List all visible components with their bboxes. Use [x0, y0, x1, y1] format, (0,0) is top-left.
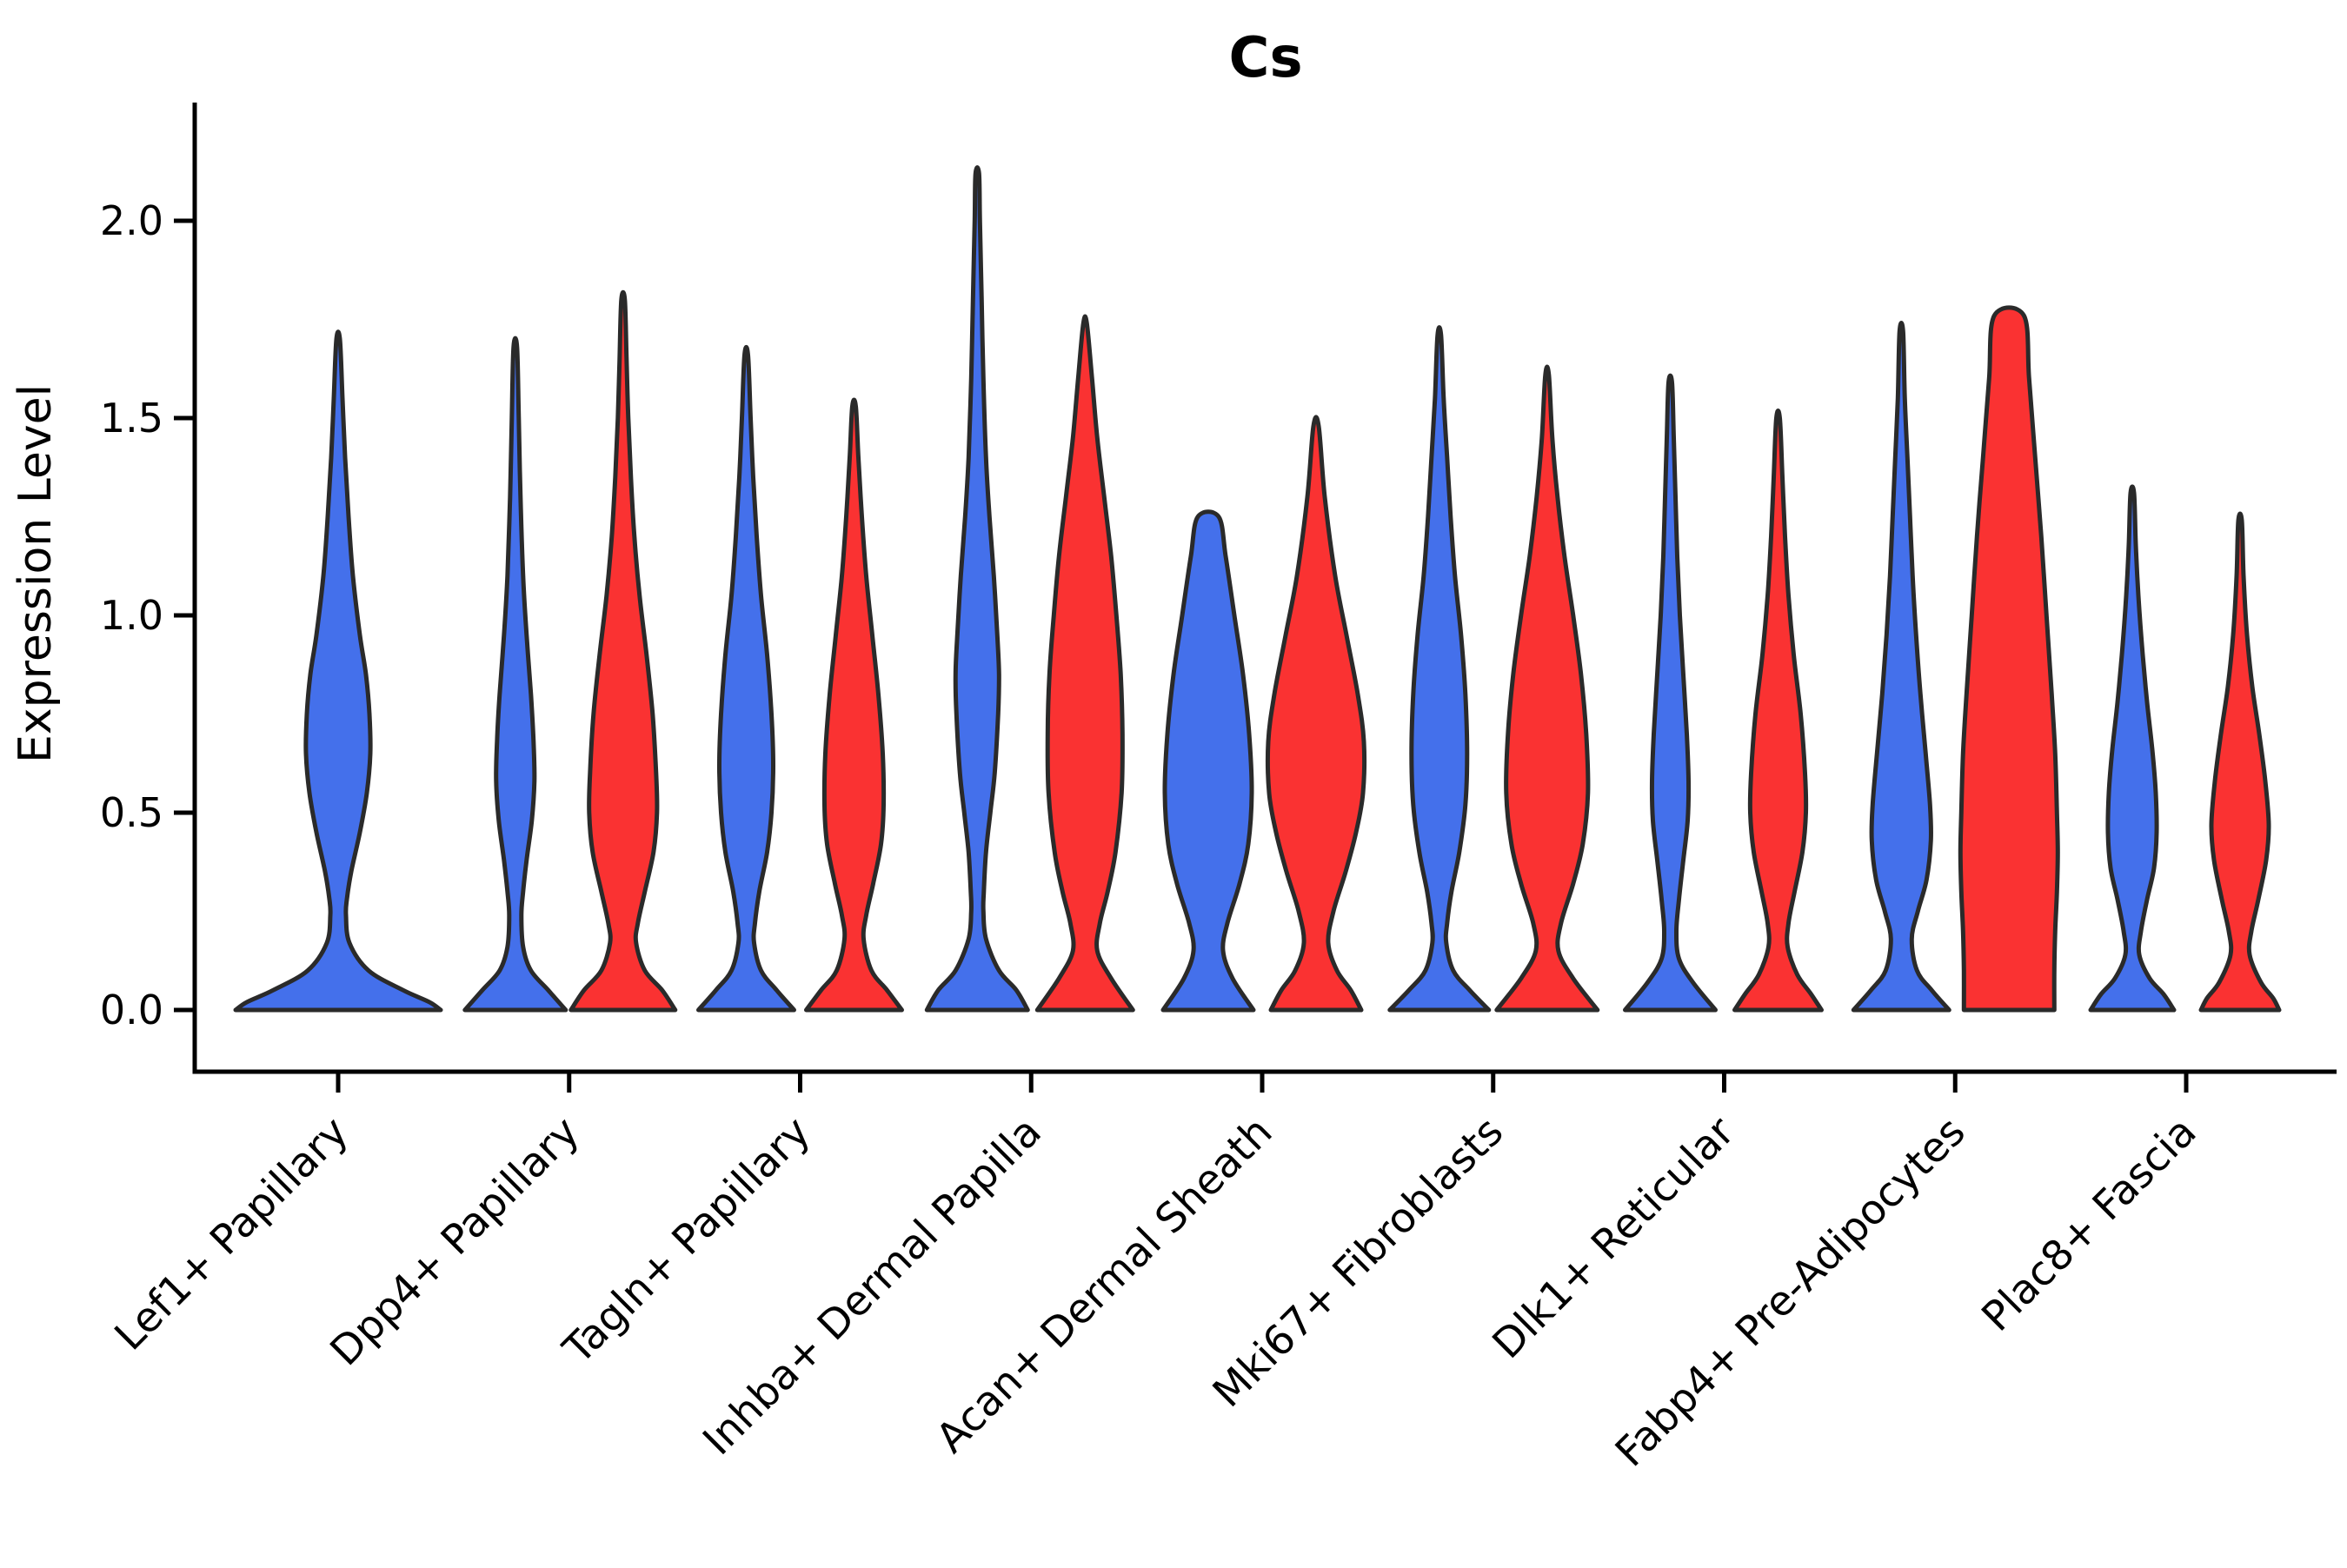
y-tick-label: 1.0	[100, 592, 163, 639]
violin-red-tagln-papillary	[804, 397, 904, 1013]
violin-red-inhba-dermal-papilla	[1034, 314, 1135, 1013]
violin-blue-dlk1-reticular	[1623, 373, 1718, 1013]
violin-red-dlk1-reticular	[1732, 409, 1824, 1013]
y-tick-label: 0.0	[100, 987, 163, 1033]
violin-red-acan-dermal-sheath	[1265, 415, 1367, 1013]
y-tick-label: 1.5	[100, 395, 163, 442]
x-tick-label: Dlk1+ Reticular	[1484, 1107, 1745, 1368]
x-tick-label: Tagln+ Papillary	[554, 1108, 820, 1374]
x-tick-label: Lef1+ Papillary	[106, 1108, 358, 1360]
violin-blue-dpp4-papillary	[462, 336, 568, 1013]
violin-blue-tagln-papillary	[696, 344, 796, 1013]
y-axis-label: Expression Level	[10, 384, 62, 763]
violin-blue-plac8-fascia	[2088, 484, 2177, 1013]
x-tick-label: Plac8+ Fascia	[1973, 1108, 2206, 1341]
violin-red-mki67-fibroblasts	[1494, 364, 1600, 1013]
y-tick-label: 2.0	[100, 197, 163, 244]
y-tick-label: 0.5	[100, 789, 163, 836]
violin-blue-inhba-dermal-papilla	[924, 165, 1030, 1013]
chart-title: Cs	[1228, 26, 1302, 90]
violin-red-plac8-fascia	[2198, 511, 2282, 1013]
violin-blue-mki67-fibroblasts	[1387, 325, 1492, 1013]
violin-blue-lef1-papillary	[233, 329, 443, 1013]
x-tick-label: Dpp4+ Papillary	[322, 1108, 589, 1376]
violin-red-dpp4-papillary	[568, 289, 678, 1013]
violin-blue-fabp4-pre-adipocytes	[1851, 321, 1951, 1013]
violin-red-fabp4-pre-adipocytes	[1958, 305, 2060, 1013]
violin-blue-acan-dermal-sheath	[1160, 509, 1256, 1013]
violins-layer	[233, 165, 2282, 1013]
